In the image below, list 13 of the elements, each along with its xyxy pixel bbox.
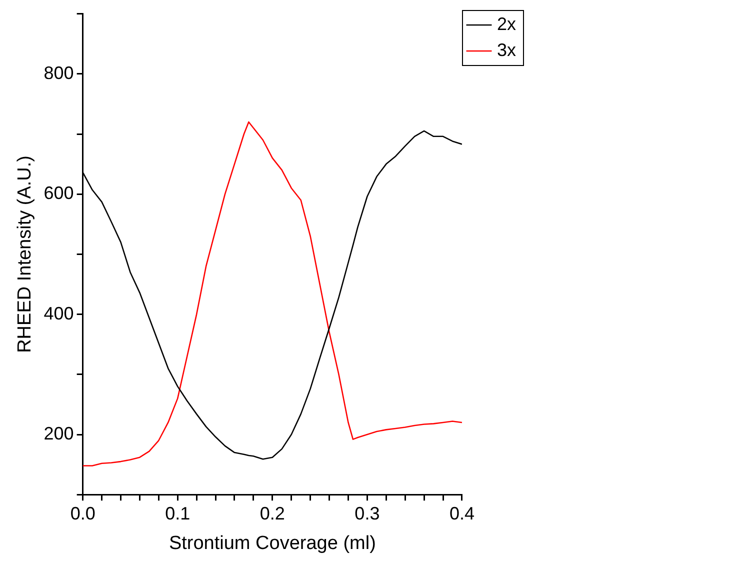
x-tick-label: 0.0 (70, 503, 96, 524)
y-axis-title: RHEED Intensity (A.U.) (14, 155, 36, 353)
x-tick-label: 0.2 (260, 503, 285, 524)
x-tick-label: 0.3 (354, 503, 380, 524)
y-tick-label: 400 (44, 303, 74, 324)
y-tick-label: 200 (44, 423, 74, 444)
legend-label: 3x (496, 40, 516, 60)
x-axis-title: Strontium Coverage (ml) (168, 532, 376, 554)
legend-label: 2x (496, 14, 516, 34)
y-tick-label: 600 (44, 183, 74, 204)
y-tick-label: 800 (44, 62, 74, 83)
x-tick-label: 0.1 (165, 503, 190, 524)
x-tick-label: 0.4 (449, 503, 475, 524)
